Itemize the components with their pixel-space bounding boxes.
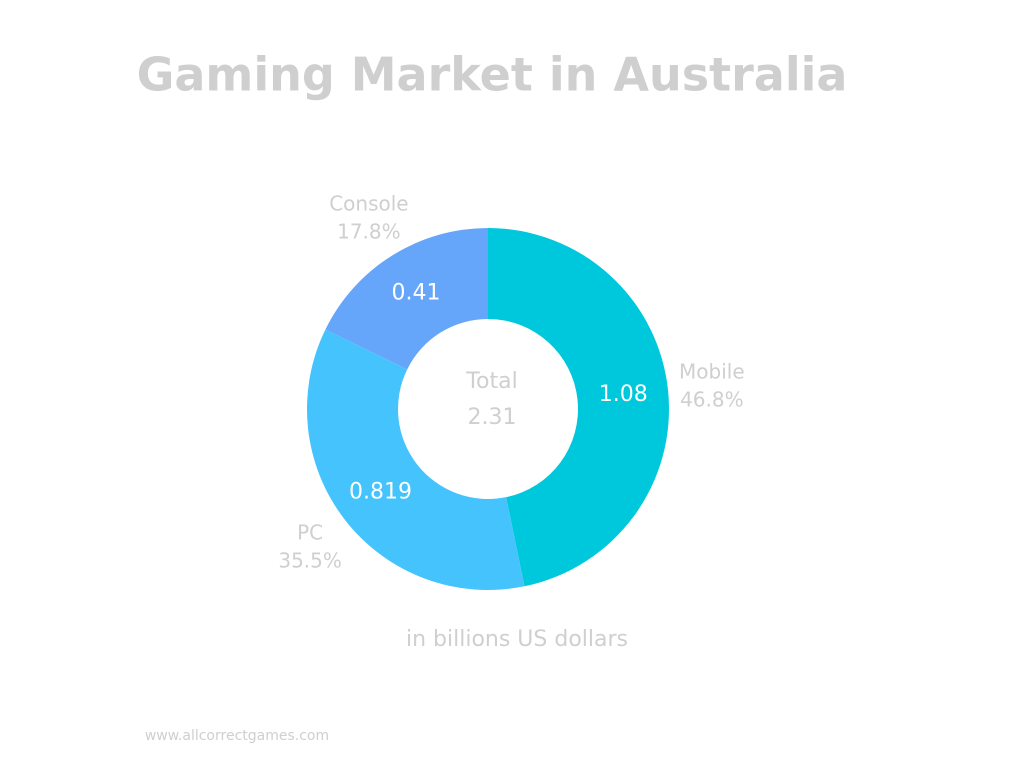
value-label: 0.41: [392, 281, 441, 306]
slice: [325, 228, 488, 370]
slice: [307, 329, 525, 590]
percent-label: 46.8%: [680, 388, 744, 412]
chart-title: Gaming Market in Australia: [137, 48, 848, 102]
percent-label: 17.8%: [337, 220, 401, 244]
category-label: Console: [329, 192, 408, 216]
value-label: 0.819: [349, 479, 412, 504]
total-label: Total: [465, 369, 517, 394]
category-label: Mobile: [679, 360, 745, 384]
footer: www.allcorrectgames.com: [145, 728, 329, 744]
subtitle: in billions US dollars: [406, 627, 628, 652]
percent-label: 35.5%: [278, 548, 342, 572]
total-value: 2.31: [468, 405, 517, 430]
value-label: 1.08: [599, 382, 648, 407]
category-label: PC: [297, 520, 323, 544]
slice: [488, 228, 670, 587]
